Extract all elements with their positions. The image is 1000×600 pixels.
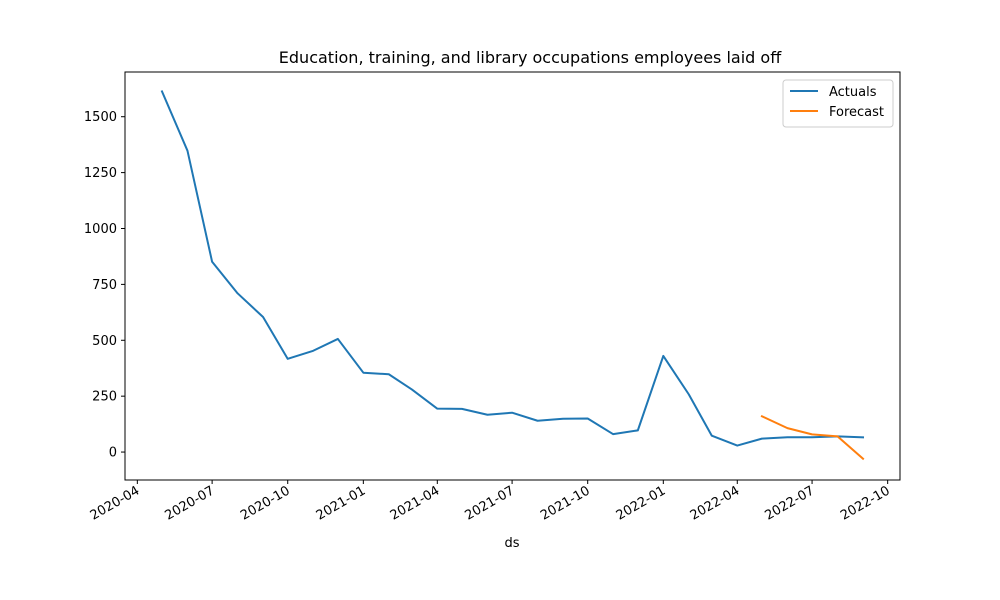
series-line-forecast — [760, 414, 865, 461]
series-line-actuals — [160, 90, 865, 447]
series-layer — [160, 90, 865, 461]
legend-label-actuals: Actuals — [829, 85, 877, 100]
chart-title: Education, training, and library occupat… — [279, 48, 782, 67]
y-tick-label-0: 0 — [109, 446, 117, 461]
y-tick-label-500: 500 — [92, 334, 117, 349]
y-tick-label-1500: 1500 — [84, 110, 117, 125]
x-axis-label: ds — [504, 536, 519, 551]
y-tick-label-750: 750 — [92, 278, 117, 293]
y-tick-label-1000: 1000 — [84, 222, 117, 237]
y-tick-label-1250: 1250 — [84, 166, 117, 181]
y-tick-label-250: 250 — [92, 390, 117, 405]
legend: Actuals Forecast — [782, 79, 894, 128]
legend-label-forecast: Forecast — [829, 105, 884, 120]
